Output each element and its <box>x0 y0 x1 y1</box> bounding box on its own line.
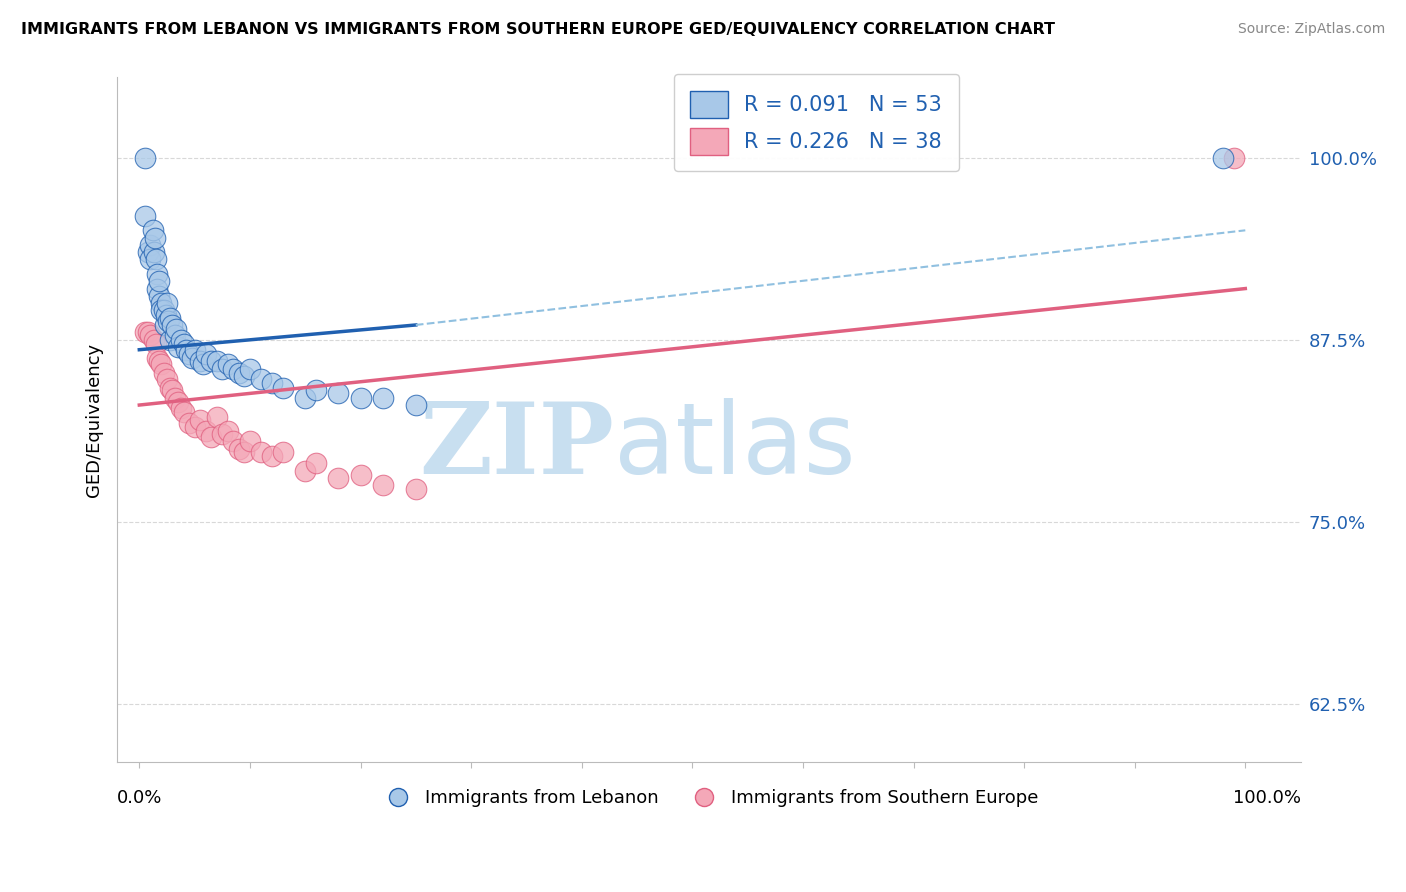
Point <box>150 303 173 318</box>
Text: IMMIGRANTS FROM LEBANON VS IMMIGRANTS FROM SOUTHERN EUROPE GED/EQUIVALENCY CORRE: IMMIGRANTS FROM LEBANON VS IMMIGRANTS FR… <box>21 22 1054 37</box>
Point <box>233 444 256 458</box>
Point <box>405 398 427 412</box>
Point <box>142 223 165 237</box>
Point <box>188 412 211 426</box>
Point <box>173 405 195 419</box>
Point <box>145 252 167 267</box>
Point <box>228 366 250 380</box>
Point <box>250 372 273 386</box>
Point <box>239 434 262 449</box>
Point <box>349 391 371 405</box>
Point <box>152 366 174 380</box>
Y-axis label: GED/Equivalency: GED/Equivalency <box>86 343 103 497</box>
Point <box>146 351 169 366</box>
Point <box>134 209 156 223</box>
Point <box>200 354 222 368</box>
Point <box>139 252 162 267</box>
Point <box>163 391 186 405</box>
Point <box>152 303 174 318</box>
Point <box>170 401 193 415</box>
Point <box>200 430 222 444</box>
Point <box>142 333 165 347</box>
Text: atlas: atlas <box>614 399 856 495</box>
Point <box>163 328 186 343</box>
Text: 100.0%: 100.0% <box>1233 789 1301 807</box>
Point <box>328 386 350 401</box>
Point <box>222 434 245 449</box>
Point <box>156 372 179 386</box>
Point <box>167 395 190 409</box>
Point <box>156 296 179 310</box>
Point <box>405 483 427 497</box>
Point <box>162 384 184 398</box>
Point <box>349 467 371 482</box>
Point <box>371 478 394 492</box>
Point <box>162 318 184 332</box>
Point <box>159 310 181 325</box>
Point <box>148 274 170 288</box>
Point <box>143 230 166 244</box>
Point <box>142 245 165 260</box>
Point <box>233 368 256 383</box>
Text: 0.0%: 0.0% <box>117 789 163 807</box>
Point <box>148 289 170 303</box>
Point <box>136 325 159 339</box>
Point <box>174 343 197 357</box>
Point <box>177 347 200 361</box>
Point <box>159 380 181 394</box>
Point <box>155 308 177 322</box>
Point <box>217 357 239 371</box>
Point <box>194 347 217 361</box>
Point <box>165 322 187 336</box>
Point <box>181 351 204 366</box>
Point <box>260 449 283 463</box>
Point <box>217 424 239 438</box>
Point <box>188 354 211 368</box>
Point <box>146 267 169 281</box>
Point <box>159 333 181 347</box>
Point <box>1212 151 1234 165</box>
Point <box>193 357 215 371</box>
Point <box>146 282 169 296</box>
Point <box>239 361 262 376</box>
Point <box>173 337 195 351</box>
Point <box>260 376 283 391</box>
Point <box>305 456 328 470</box>
Point <box>170 333 193 347</box>
Point <box>157 313 180 327</box>
Point <box>134 325 156 339</box>
Point <box>153 318 176 332</box>
Point <box>271 380 294 394</box>
Point <box>228 442 250 456</box>
Point <box>183 343 205 357</box>
Point <box>183 420 205 434</box>
Point <box>222 361 245 376</box>
Point <box>211 427 233 442</box>
Point <box>139 238 162 252</box>
Point <box>167 340 190 354</box>
Point <box>134 151 156 165</box>
Point <box>194 424 217 438</box>
Point <box>139 328 162 343</box>
Point <box>148 354 170 368</box>
Point <box>305 384 328 398</box>
Legend: Immigrants from Lebanon, Immigrants from Southern Europe: Immigrants from Lebanon, Immigrants from… <box>373 782 1045 814</box>
Point <box>294 464 316 478</box>
Point <box>271 444 294 458</box>
Point <box>136 245 159 260</box>
Point <box>177 416 200 430</box>
Point <box>211 361 233 376</box>
Point <box>1223 151 1246 165</box>
Point <box>145 337 167 351</box>
Point <box>371 391 394 405</box>
Point <box>294 391 316 405</box>
Point <box>150 296 173 310</box>
Point <box>328 471 350 485</box>
Point <box>250 444 273 458</box>
Point <box>150 357 173 371</box>
Point <box>205 409 228 424</box>
Text: ZIP: ZIP <box>419 399 614 495</box>
Text: Source: ZipAtlas.com: Source: ZipAtlas.com <box>1237 22 1385 37</box>
Point <box>205 354 228 368</box>
